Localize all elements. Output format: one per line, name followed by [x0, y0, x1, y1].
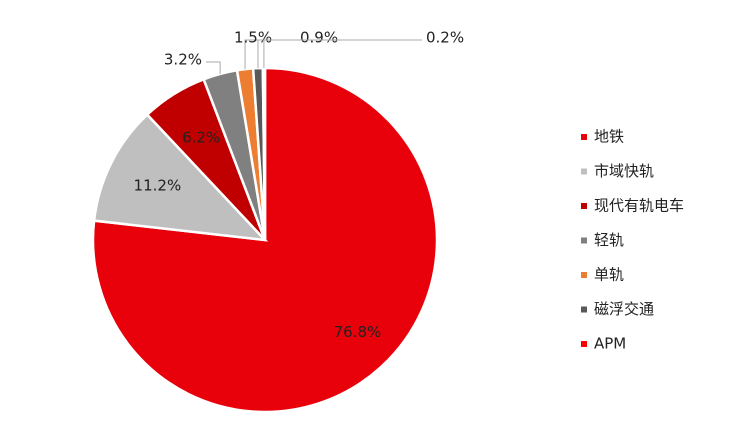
- data-label: 0.2%: [426, 29, 464, 47]
- data-label: 11.2%: [134, 177, 182, 195]
- legend-marker: [581, 306, 587, 313]
- pie-slice: [92, 112, 269, 242]
- legend-marker: [581, 168, 587, 175]
- pie-slice: [91, 66, 439, 414]
- leader-line: [244, 39, 258, 70]
- legend-marker: [581, 272, 587, 278]
- data-label: 76.8%: [334, 323, 382, 341]
- data-label: 6.2%: [182, 128, 220, 146]
- legend-marker: [581, 134, 587, 140]
- legend-label: 地铁: [594, 128, 624, 146]
- legend-label: 单轨: [594, 266, 624, 284]
- legend-label: 磁浮交通: [594, 300, 654, 318]
- data-label: 3.2%: [164, 51, 202, 69]
- legend-marker: [581, 203, 587, 209]
- legend-label: 市域快轨: [594, 162, 654, 180]
- legend-marker: [581, 341, 587, 347]
- leader-line: [263, 39, 422, 69]
- legend-marker: [581, 237, 587, 244]
- data-label: 0.9%: [300, 29, 338, 47]
- pie-slice: [261, 66, 267, 241]
- leader-line: [206, 61, 221, 74]
- data-label: 1.5%: [234, 29, 272, 47]
- legend-label: APM: [594, 335, 626, 353]
- legend-label: 现代有轨电车: [594, 197, 684, 215]
- legend-label: 轻轨: [594, 231, 624, 249]
